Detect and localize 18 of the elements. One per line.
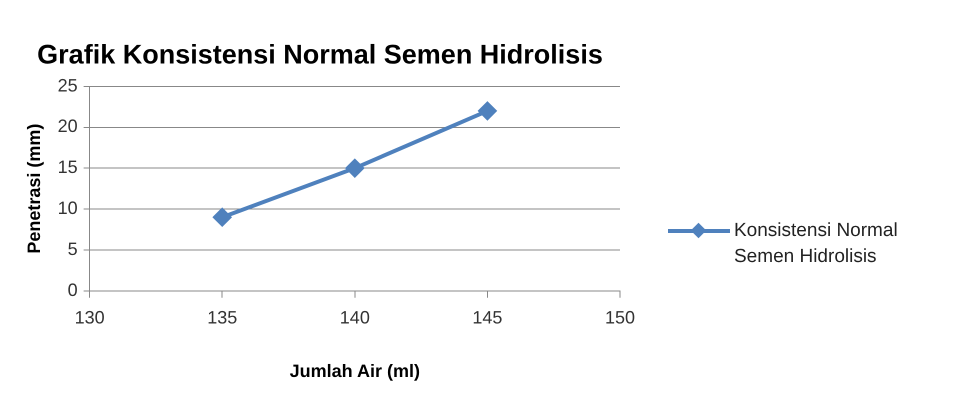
x-tick-label: 135 <box>207 308 238 328</box>
x-tick-label: 145 <box>472 308 502 328</box>
chart-title: Grafik Konsistensi Normal Semen Hidrolisis <box>37 40 603 70</box>
y-tick-label: 5 <box>68 238 78 259</box>
y-tick-label: 15 <box>58 157 78 178</box>
x-tick-label: 140 <box>340 308 370 328</box>
y-tick-label: 10 <box>58 198 78 218</box>
y-tick-label: 25 <box>58 75 78 96</box>
y-axis-title: Penetrasi (mm) <box>24 124 44 254</box>
x-tick-label: 130 <box>74 308 105 328</box>
point <box>213 208 232 226</box>
point <box>346 159 364 178</box>
y-tick-label: 20 <box>58 116 78 136</box>
legend-label: Konsistensi Normal Semen Hidrolisis <box>734 219 899 269</box>
point <box>478 102 496 120</box>
x-axis-title: Jumlah Air (ml) <box>290 361 420 382</box>
y-tick-label: 0 <box>68 280 78 300</box>
x-tick-label: 150 <box>604 308 636 328</box>
